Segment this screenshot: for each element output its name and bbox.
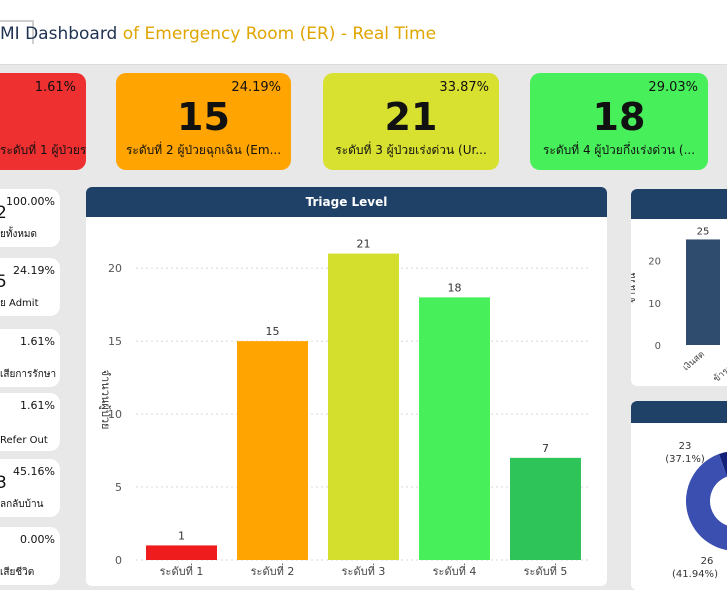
side-card-percent: 45.16% <box>13 465 55 478</box>
payment-chart-panel[interactable]: 0 10 20 จำนวน 25 เงินสด ข้าราชการ <box>631 189 727 386</box>
y-tick-label: 20 <box>108 262 122 275</box>
kpi-value: 18 <box>592 95 646 139</box>
donut-slice <box>718 451 727 477</box>
payment-bar-chart[interactable]: 0 10 20 จำนวน 25 เงินสด ข้าราชการ <box>631 189 727 386</box>
y-tick-label: 5 <box>115 481 122 494</box>
y-axis-label: จำนวน <box>631 272 638 303</box>
side-card-label: ย Admit <box>0 298 39 309</box>
side-card-value: 3 <box>0 473 7 493</box>
kpi-level-4[interactable]: 29.03% 18 ระดับที่ 4 ผู้ป่วยกึ่งเร่งด่วน… <box>530 73 708 170</box>
kpi-label: ระดับที่ 1 ผู้ป่วยระยะวิกฤต (... <box>0 143 86 157</box>
side-card-percent: 100.00% <box>6 195 55 208</box>
kpi-value: 21 <box>384 95 438 139</box>
donut-chart[interactable]: 23 (37.1%) 26 (41.94%) <box>631 401 727 590</box>
side-card-percent: 24.19% <box>13 264 55 277</box>
side-card-label: Refer Out <box>0 435 48 446</box>
side-card-discharged[interactable]: 45.16% 3 ลกลับบ้าน <box>0 459 60 517</box>
dashboard-header: MI Dashboard of Emergency Room (ER) - Re… <box>0 0 727 65</box>
y-tick-label: 0 <box>115 554 122 567</box>
bar <box>328 253 399 560</box>
x-tick-label: ข้าราชการ <box>711 349 727 385</box>
bar-data-label: 18 <box>448 281 462 294</box>
x-tick-label: ระดับที่ 5 <box>524 563 568 578</box>
title-main: MI Dashboard <box>0 24 118 44</box>
side-card-admit[interactable]: 24.19% 5 ย Admit <box>0 258 60 316</box>
side-card-value: 5 <box>0 272 7 292</box>
page-title: MI Dashboard of Emergency Room (ER) - Re… <box>0 24 436 44</box>
y-tick-label: 0 <box>655 341 661 352</box>
bar-data-label: 21 <box>357 238 371 251</box>
slice-value-label: 26 <box>701 556 714 567</box>
y-tick-label: 20 <box>648 257 661 268</box>
kpi-label: ระดับที่ 2 ผู้ป่วยฉุกเฉิน (Em... <box>125 143 282 157</box>
payment-chart-header <box>631 189 727 219</box>
kpi-percent: 1.61% <box>34 80 76 95</box>
y-axis-label: จำนวนผู้ป่วย <box>99 370 112 430</box>
side-card-value: 2 <box>0 203 7 223</box>
triage-chart-panel[interactable]: Triage Level 0 5 10 15 20 จำนวนผู้ป่วย 1 ระดับท… <box>86 187 607 586</box>
slice-percent-label: (37.1%) <box>665 454 705 465</box>
side-card-label: เสียการรักษา <box>0 369 57 380</box>
side-card-total[interactable]: 100.00% 2 ยทั้งหมด <box>0 189 60 247</box>
kpi-level-1[interactable]: 1.61% 1 ระดับที่ 1 ผู้ป่วยระยะวิกฤต (... <box>0 73 86 170</box>
donut-chart-panel[interactable]: 23 (37.1%) 26 (41.94%) <box>631 401 727 590</box>
kpi-percent: 24.19% <box>231 80 281 95</box>
side-card-percent: 0.00% <box>20 533 55 546</box>
side-card-label: เสียชีวิต <box>0 567 35 578</box>
donut-chart-header <box>631 401 727 423</box>
y-tick-label: 10 <box>648 299 661 310</box>
y-tick-label: 15 <box>108 335 122 348</box>
bar <box>419 297 490 560</box>
y-tick-label: 10 <box>108 408 122 421</box>
bar <box>510 457 581 560</box>
bar <box>146 545 217 560</box>
triage-bar-chart[interactable]: 0 5 10 15 20 จำนวนผู้ป่วย 1 ระดับที่ 1 15 ระดับที… <box>86 187 607 586</box>
kpi-level-3[interactable]: 33.87% 21 ระดับที่ 3 ผู้ป่วยเร่งด่วน (Ur… <box>323 73 499 170</box>
bar-data-label: 7 <box>542 442 549 455</box>
triage-chart-title: Triage Level <box>86 187 607 217</box>
side-card-refer-out[interactable]: 1.61% Refer Out <box>0 393 60 451</box>
side-card-lost[interactable]: 1.61% เสียการรักษา <box>0 329 60 387</box>
logo-mark <box>0 20 34 44</box>
bar <box>237 341 308 560</box>
kpi-value: 1 <box>0 95 86 139</box>
donut-slice <box>686 454 727 551</box>
slice-percent-label: (41.94%) <box>672 569 718 580</box>
kpi-percent: 33.87% <box>439 80 489 95</box>
side-card-label: ลกลับบ้าน <box>0 499 44 510</box>
bar-data-label: 25 <box>697 226 710 237</box>
bar <box>686 239 720 345</box>
x-tick-label: เงินสด <box>681 349 707 374</box>
x-tick-label: ระดับที่ 3 <box>342 563 386 578</box>
bar-data-label: 15 <box>266 325 280 338</box>
x-tick-label: ระดับที่ 1 <box>160 563 204 578</box>
kpi-value: 15 <box>177 95 230 139</box>
slice-value-label: 23 <box>679 441 692 452</box>
kpi-label: ระดับที่ 4 ผู้ป่วยกึ่งเร่งด่วน (... <box>542 143 696 157</box>
side-card-percent: 1.61% <box>20 335 55 348</box>
x-tick-label: ระดับที่ 4 <box>433 563 477 578</box>
side-card-deceased[interactable]: 0.00% เสียชีวิต <box>0 527 60 585</box>
side-card-percent: 1.61% <box>20 399 55 412</box>
kpi-label: ระดับที่ 3 ผู้ป่วยเร่งด่วน (Ur... <box>335 143 487 157</box>
bar-data-label: 1 <box>178 529 185 542</box>
x-tick-label: ระดับที่ 2 <box>251 563 295 578</box>
kpi-percent: 29.03% <box>648 80 698 95</box>
kpi-level-2[interactable]: 24.19% 15 ระดับที่ 2 ผู้ป่วยฉุกเฉิน (Em.… <box>116 73 291 170</box>
title-sub: of Emergency Room (ER) - Real Time <box>117 24 437 44</box>
side-card-label: ยทั้งหมด <box>0 229 38 240</box>
